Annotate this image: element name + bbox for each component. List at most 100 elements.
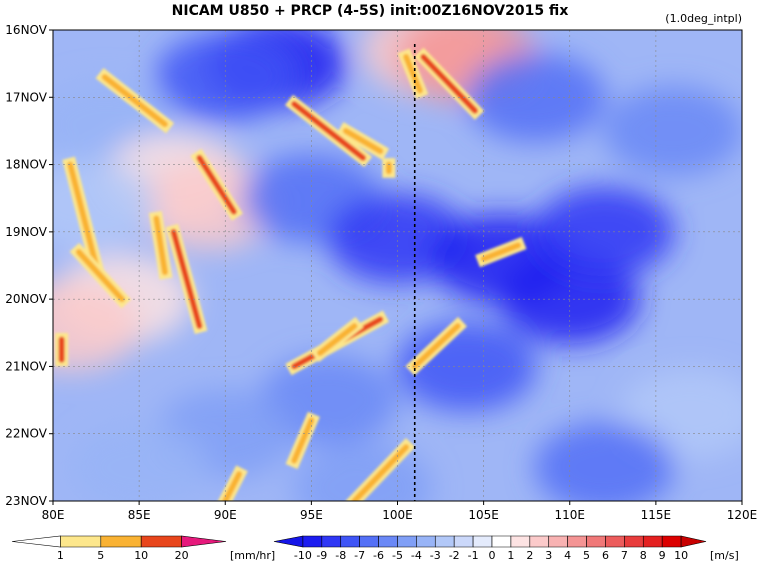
u850-legend-label: 1 — [507, 549, 514, 561]
prcp-color-swatch — [100, 535, 142, 548]
u850-color-swatch — [321, 535, 342, 548]
prcp-color-swatch — [140, 535, 182, 548]
prcp-streak-core — [480, 242, 522, 262]
prcp-legend-label: 10 — [134, 549, 148, 561]
u850-legend-label: 5 — [583, 549, 590, 561]
u850-color-swatch — [510, 535, 531, 548]
u850-legend-label: 9 — [659, 549, 666, 561]
y-tick-label: 16NOV — [5, 23, 47, 37]
u850-color-swatch — [586, 535, 606, 548]
u850-legend-label: -4 — [411, 549, 422, 561]
prcp-color-swatch — [181, 535, 227, 548]
prcp-legend-label: 5 — [97, 549, 104, 561]
prcp-color-swatch — [11, 535, 61, 548]
u850-colorbar: -10 -9 -8 -7 -6 -5 -4 -3 -2 -1 0 1 2 3 4 5 6 7 8 9 10 [m/s] — [273, 535, 739, 561]
u850-legend-unit: [m/s] — [710, 549, 739, 561]
u850-legend-label: -7 — [354, 549, 365, 561]
prcp-streak-core — [420, 53, 479, 114]
y-axis: 16NOV 17NOV 18NOV 19NOV 20NOV 21NOV 22NOV 23NOV — [5, 23, 53, 508]
prcp-colorbar: 1 5 10 20 [mm/hr] — [11, 535, 275, 561]
u850-legend-label: 7 — [621, 549, 628, 561]
prcp-streak-core — [196, 154, 237, 215]
u850-cell — [465, 52, 606, 143]
u850-legend-label: 8 — [640, 549, 647, 561]
u850-color-swatch — [680, 535, 707, 548]
u850-legend-label: 0 — [489, 549, 496, 561]
u850-cell — [534, 422, 675, 501]
y-tick-label: 22NOV — [5, 427, 47, 441]
prcp-streak-core — [291, 101, 367, 161]
u850-legend-label: -5 — [392, 549, 403, 561]
x-tick-label: 95E — [300, 508, 323, 522]
y-tick-label: 18NOV — [5, 158, 47, 172]
y-tick-label: 17NOV — [5, 90, 47, 104]
prcp-streak-core — [291, 417, 315, 464]
u850-cell — [155, 32, 296, 123]
y-tick-label: 19NOV — [5, 225, 47, 239]
u850-legend-label: -8 — [335, 549, 346, 561]
y-tick-label: 20NOV — [5, 292, 47, 306]
u850-legend-label: -2 — [449, 549, 460, 561]
u850-legend-label: 4 — [564, 549, 571, 561]
u850-legend-label: -1 — [468, 549, 479, 561]
u850-legend-label: -3 — [430, 549, 441, 561]
u850-legend-label: 3 — [545, 549, 552, 561]
u850-color-swatch — [567, 535, 587, 548]
y-tick-label: 23NOV — [5, 494, 47, 508]
u850-color-swatch — [624, 535, 644, 548]
u850-legend-label: -6 — [373, 549, 384, 561]
u850-color-swatch — [529, 535, 550, 548]
u850-color-swatch — [378, 535, 398, 548]
x-tick-label: 85E — [128, 508, 151, 522]
u850-color-swatch — [642, 535, 663, 548]
prcp-streak-core — [75, 249, 125, 303]
prcp-legend-unit: [mm/hr] — [230, 549, 275, 561]
x-tick-label: 100E — [382, 508, 413, 522]
prcp-streak-core — [403, 53, 423, 94]
u850-legend-label: -10 — [294, 549, 312, 561]
prcp-color-swatch — [60, 535, 102, 548]
u850-cell — [258, 355, 399, 446]
chart-title: NICAM U850 + PRCP (4-5S) init:00Z16NOV20… — [172, 3, 569, 19]
u850-color-swatch — [397, 535, 417, 548]
prcp-streak-core — [222, 471, 243, 501]
u850-legend-label: -9 — [316, 549, 327, 561]
u850-color-swatch — [548, 535, 568, 548]
u850-legend-label: 6 — [602, 549, 609, 561]
u850-color-swatch — [302, 535, 323, 548]
x-tick-label: 115E — [641, 508, 672, 522]
u850-color-swatch — [605, 535, 625, 548]
y-tick-label: 21NOV — [5, 359, 47, 373]
prcp-streak-core — [411, 323, 461, 370]
u850-color-swatch — [453, 535, 474, 548]
u850-legend-label: 10 — [674, 549, 688, 561]
prcp-streak-core — [67, 161, 100, 269]
u850-legend-label: 2 — [526, 549, 533, 561]
u850-color-swatch — [340, 535, 360, 548]
x-tick-label: 110E — [555, 508, 586, 522]
x-axis: 80E 85E 90E 95E 100E 105E 110E 115E 120E — [42, 501, 758, 522]
x-tick-label: 80E — [42, 508, 65, 522]
chart-subtitle: (1.0deg_intpl) — [665, 12, 742, 25]
prcp-legend-label: 1 — [57, 549, 64, 561]
x-tick-label: 105E — [468, 508, 499, 522]
x-tick-label: 120E — [727, 508, 758, 522]
u850-color-swatch — [434, 535, 455, 548]
prcp-legend-label: 20 — [175, 549, 189, 561]
u850-cell — [603, 85, 742, 176]
prcp-streak-core — [342, 127, 384, 155]
u850-color-swatch — [359, 535, 379, 548]
u850-color-swatch — [472, 535, 493, 548]
u850-color-swatch — [416, 535, 436, 548]
prcp-streak-core — [153, 215, 168, 276]
prcp-streak-core — [316, 323, 358, 356]
u850-color-swatch — [273, 535, 304, 548]
u850-color-swatch — [661, 535, 682, 548]
u850-color-swatch — [491, 535, 512, 548]
prcp-streak-core — [170, 228, 203, 330]
grid-lines — [53, 30, 742, 501]
x-tick-label: 90E — [214, 508, 237, 522]
prcp-streak-core — [101, 74, 168, 128]
precipitation-field — [55, 47, 527, 501]
